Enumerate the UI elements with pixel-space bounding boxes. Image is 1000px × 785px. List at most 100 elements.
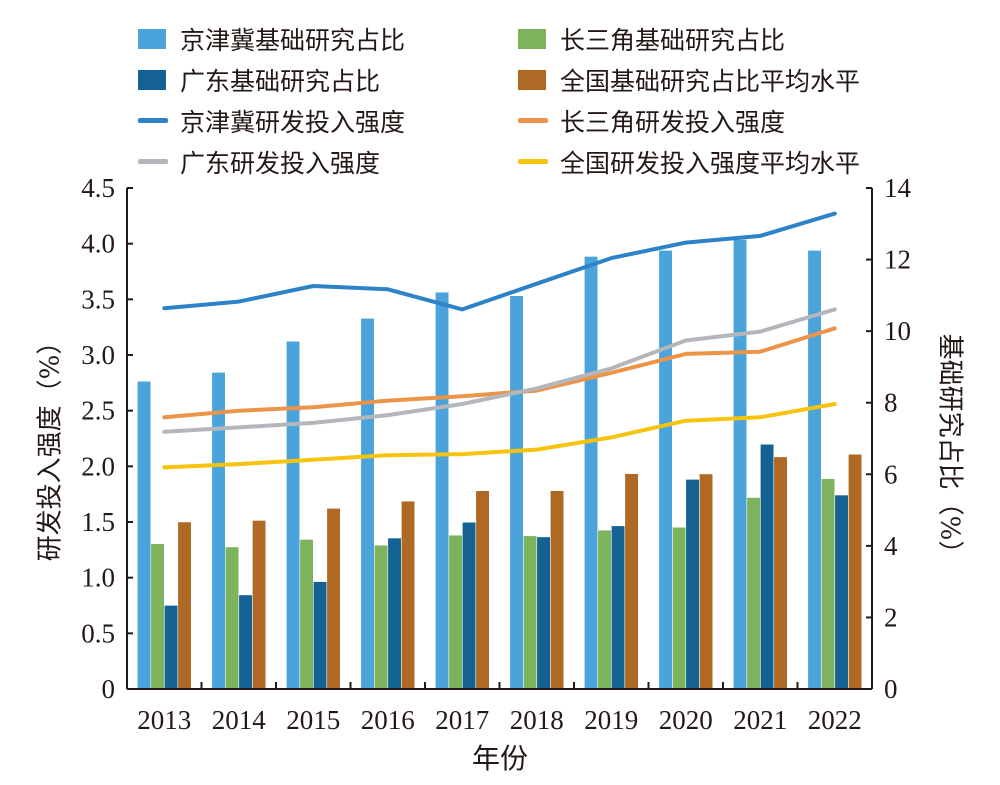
legend-swatch (138, 159, 168, 164)
bar (834, 494, 849, 690)
legend-label: 广东基础研究占比 (180, 66, 381, 96)
x-tick-label: 2013 (137, 705, 191, 735)
y-tick-label-right: 8 (884, 388, 898, 418)
y-tick-label-left: 0 (102, 674, 116, 704)
legend-item-jjj-basic[interactable]: 京津冀基础研究占比 (138, 20, 518, 57)
y-axis-left-label: 研发投入强度（%） (35, 328, 66, 562)
bar (746, 497, 761, 690)
lines-layer (162, 211, 837, 470)
bar (759, 443, 775, 690)
series-line (162, 307, 837, 434)
bar (536, 536, 551, 690)
bar (698, 473, 714, 690)
x-tick-label: 2022 (808, 705, 862, 735)
bar (326, 507, 341, 690)
bar (360, 317, 375, 690)
y-tick-label-right: 14 (884, 173, 912, 203)
x-tick-label: 2019 (584, 705, 638, 735)
bar (509, 295, 524, 690)
legend-label: 京津冀研发投入强度 (180, 107, 406, 137)
bar (400, 500, 416, 690)
y-tick-label-left: 2.5 (81, 396, 115, 426)
bar (285, 340, 301, 690)
bar (773, 456, 788, 690)
legend-item-gd-rd[interactable]: 广东研发投入强度 (138, 143, 518, 180)
legend-item-yrd-basic[interactable]: 长三角基础研究占比 (518, 20, 898, 57)
x-axis-label: 年份 (471, 742, 529, 775)
legend-swatch (138, 118, 168, 123)
bar (150, 543, 165, 690)
bar (597, 529, 612, 690)
series-line (162, 402, 837, 470)
bar (373, 544, 389, 690)
y-axis-right-label: 基础研究占比（%） (934, 333, 965, 567)
bars-layer (137, 239, 863, 690)
bar (475, 490, 490, 690)
legend-item-national-rd[interactable]: 全国研发投入强度平均水平 (518, 143, 898, 180)
bar (461, 521, 477, 690)
bar (225, 546, 240, 690)
bar (671, 526, 687, 690)
y-tick-label-left: 4.5 (81, 173, 115, 203)
legend: 京津冀基础研究占比 长三角基础研究占比 广东基础研究占比 全国基础研究占比平均水… (138, 20, 898, 180)
x-tick-label: 2021 (733, 705, 787, 735)
legend-item-jjj-rd[interactable]: 京津冀研发投入强度 (138, 102, 518, 139)
legend-swatch (518, 118, 548, 123)
bar (252, 520, 267, 690)
y-tick-label-left: 3.0 (81, 340, 115, 370)
legend-label: 广东研发投入强度 (180, 148, 381, 178)
bar (847, 453, 863, 690)
x-tick-label: 2015 (286, 705, 340, 735)
y-tick-label-right: 10 (884, 316, 911, 346)
bar (164, 604, 179, 690)
y-tick-label-right: 4 (884, 531, 898, 561)
y-tick-label-left: 4.0 (81, 229, 115, 259)
y-tick-label-right: 0 (884, 674, 898, 704)
bar (583, 256, 599, 690)
legend-item-gd-basic[interactable]: 广东基础研究占比 (138, 61, 518, 98)
axes-layer: 0 0.5 1.0 1.5 2.0 2.5 3.0 3.5 4.0 4.5 0 2 4 6 8 10 12 14 2… (81, 173, 911, 735)
legend-swatch (138, 28, 166, 49)
bar (448, 534, 463, 690)
bar (624, 473, 639, 690)
legend-swatch (138, 69, 166, 90)
legend-item-yrd-rd[interactable]: 长三角研发投入强度 (518, 102, 898, 139)
bar (434, 291, 450, 690)
y-tick-label-left: 1.5 (81, 507, 115, 537)
y-tick-label-right: 2 (884, 602, 898, 632)
x-tick-label: 2020 (659, 705, 713, 735)
bar (177, 521, 192, 690)
y-tick-label-left: 2.0 (81, 451, 115, 481)
y-tick-label-left: 0.5 (81, 618, 115, 648)
bar (685, 478, 700, 690)
legend-label: 全国基础研究占比平均水平 (560, 66, 861, 96)
legend-swatch (518, 69, 546, 90)
bar (610, 525, 626, 690)
bar (522, 535, 538, 690)
bar (387, 537, 402, 690)
y-tick-label-right: 6 (884, 459, 898, 489)
bar (299, 539, 314, 690)
bar (732, 239, 748, 690)
bar (658, 250, 673, 690)
x-tick-label: 2018 (510, 705, 564, 735)
legend-item-national-basic[interactable]: 全国基础研究占比平均水平 (518, 61, 898, 98)
x-tick-label: 2017 (435, 705, 489, 735)
y-tick-label-left: 1.0 (81, 563, 115, 593)
series-line (162, 326, 837, 420)
bar (549, 490, 565, 690)
bar (211, 371, 226, 690)
legend-label: 长三角研发投入强度 (560, 107, 786, 137)
x-tick-label: 2014 (212, 705, 267, 735)
legend-swatch (518, 159, 548, 164)
bar (238, 594, 253, 690)
y-tick-label-left: 3.5 (81, 284, 115, 314)
legend-swatch (518, 28, 546, 49)
bar (137, 380, 152, 690)
bar (820, 478, 836, 690)
legend-label: 全国研发投入强度平均水平 (560, 148, 861, 178)
legend-label: 京津冀基础研究占比 (180, 25, 406, 55)
legend-label: 长三角基础研究占比 (560, 25, 786, 55)
x-tick-label: 2016 (361, 705, 415, 735)
